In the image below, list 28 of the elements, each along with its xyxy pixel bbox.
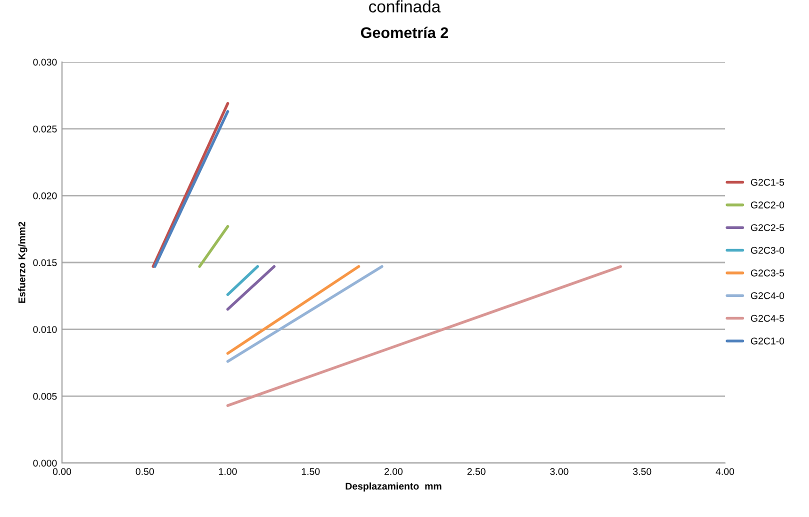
y-tick-label: 0.020 [33,192,57,200]
y-tick-label: 0.000 [33,460,57,467]
chart-title: confinada [369,0,441,12]
y-axis-title: Esfuerzo Kg/mm2 [18,222,28,303]
x-tick-label: 4.00 [716,468,734,475]
y-tick-label: 0.030 [33,58,57,66]
y-tick-label: 0.025 [33,126,57,132]
y-tick-label: 0.010 [33,326,57,333]
x-tick-label: 1.00 [219,468,237,475]
legend-label: G2C4-0 [750,292,784,300]
x-tick-label: 3.50 [633,468,652,475]
legend-label: G2C2-0 [750,202,784,208]
x-tick-label: 0.00 [52,468,72,475]
x-tick-label: 1.50 [302,468,320,475]
x-tick-label: 2.00 [384,468,403,475]
x-tick-label: 0.50 [136,468,154,475]
legend-label: G2C3-5 [750,270,784,276]
legend-label: G2C3-0 [750,246,784,254]
x-tick-label: 2.50 [467,468,486,475]
legend-label: G2C2-5 [750,224,784,232]
legend-label: G2C1-0 [750,338,784,344]
x-tick-label: 3.00 [550,468,568,475]
y-tick-label: 0.015 [33,259,57,266]
chart-subtitle: Geometría 2 [360,26,448,38]
x-axis-title: Desplazamiento mm [346,482,442,492]
legend-label: G2C4-5 [750,314,784,322]
y-tick-label: 0.005 [33,392,57,400]
legend-label: G2C1-5 [750,178,784,186]
